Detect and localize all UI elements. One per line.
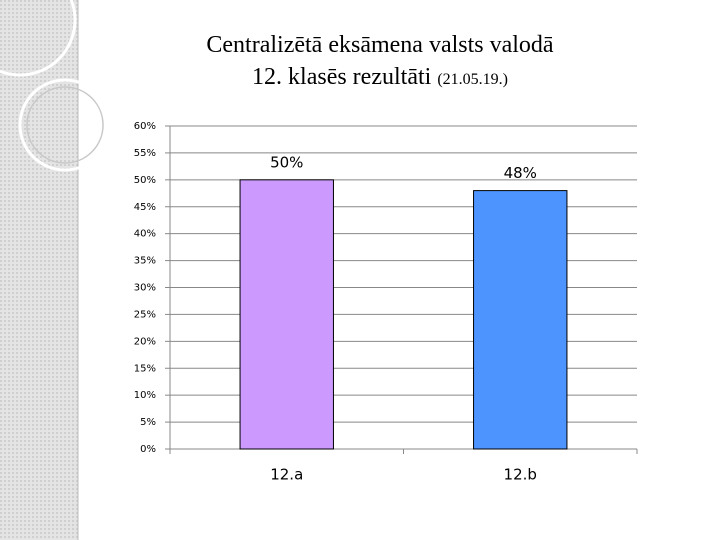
y-tick-label: 55% xyxy=(134,148,156,159)
title-line: 12. klasēs rezultāti xyxy=(252,64,432,90)
x-tick-label: 12.b xyxy=(504,466,537,484)
y-tick-label: 60% xyxy=(134,121,156,132)
y-tick-label: 20% xyxy=(134,336,156,347)
chart-title: Centralizētā eksāmena valsts valodā xyxy=(206,32,554,58)
y-tick-label: 5% xyxy=(140,417,156,428)
value-label: 50% xyxy=(270,153,303,171)
y-tick-label: 30% xyxy=(134,283,156,294)
y-tick-label: 35% xyxy=(134,256,156,267)
y-tick-label: 25% xyxy=(134,309,156,320)
title-date: (21.05.19.) xyxy=(437,71,508,88)
x-tick-label: 12.a xyxy=(270,466,303,484)
bar xyxy=(239,179,334,450)
chart-title: 12. klasēs rezultāti (21.05.19.) xyxy=(252,64,508,90)
decor-circle xyxy=(26,86,104,164)
decor-circle xyxy=(0,0,77,77)
y-tick-label: 50% xyxy=(134,175,156,186)
y-tick-label: 40% xyxy=(134,229,156,240)
plot: 0% 5% 10% 15% 20% 25% 30% 35% 40% 45% 50% 55% 60% 12.… xyxy=(134,121,638,484)
y-tick-label: 0% xyxy=(140,444,156,455)
bar xyxy=(473,190,568,450)
y-tick-label: 15% xyxy=(134,363,156,374)
decor-circle xyxy=(18,78,112,172)
value-label: 48% xyxy=(504,164,537,182)
y-tick-label: 45% xyxy=(134,202,156,213)
y-tick-label: 10% xyxy=(134,390,156,401)
